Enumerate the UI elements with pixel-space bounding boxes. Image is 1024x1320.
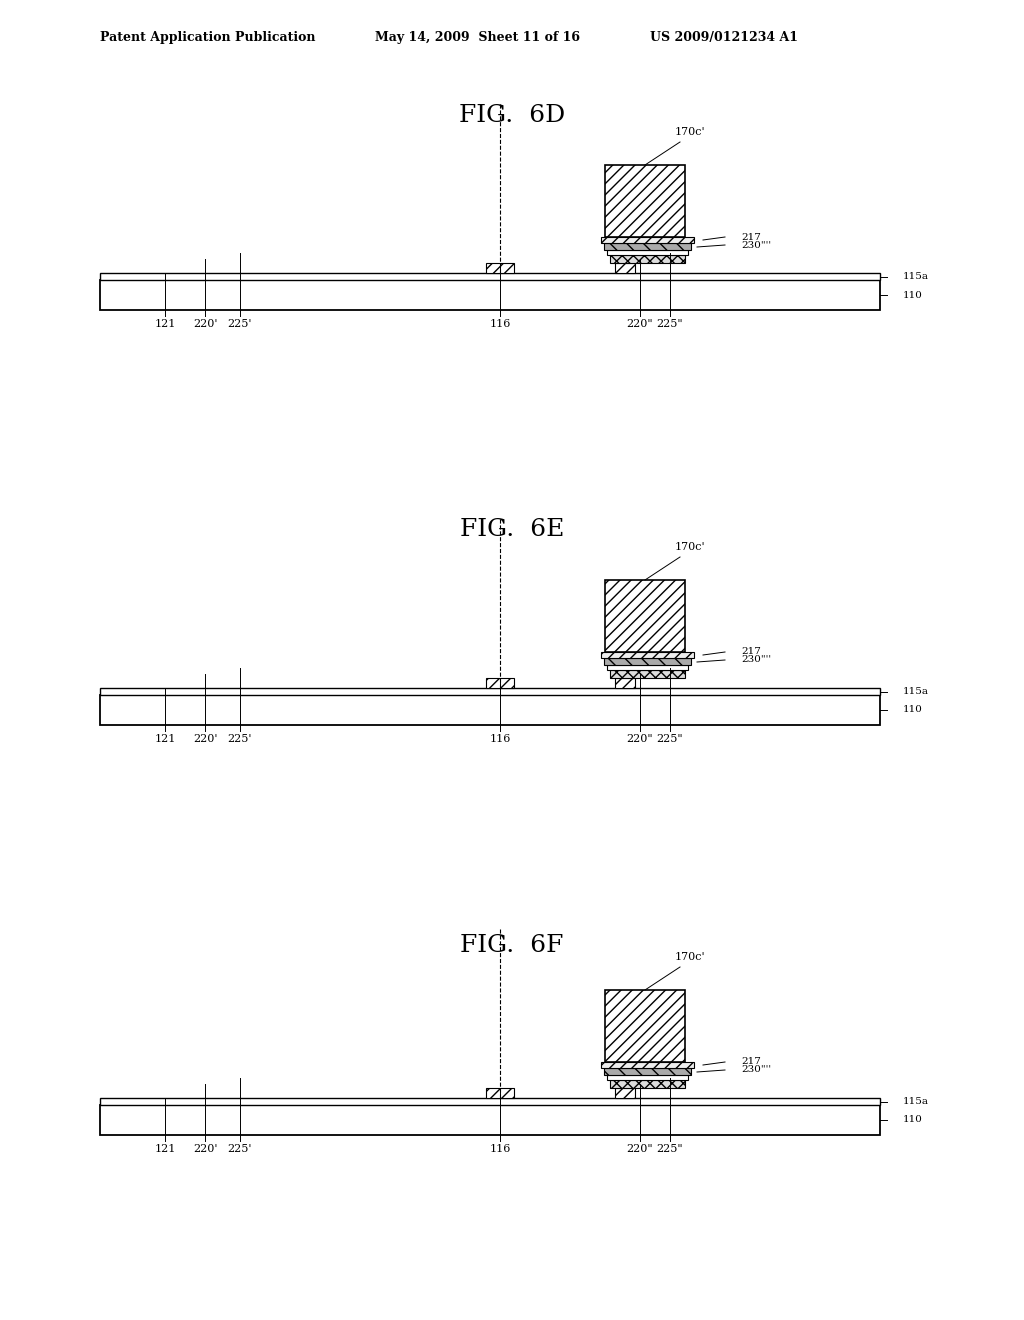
Bar	[604, 657, 691, 665]
Bar	[605, 579, 685, 652]
Text: 116: 116	[489, 319, 511, 329]
Text: 230"'': 230"''	[741, 1065, 771, 1074]
Text: 220': 220'	[193, 319, 217, 329]
Bar	[610, 1080, 685, 1088]
Bar	[486, 1088, 514, 1098]
Text: 230"'': 230"''	[741, 240, 771, 249]
Text: 116: 116	[489, 1144, 511, 1154]
Bar	[610, 671, 685, 678]
Text: 225": 225"	[656, 734, 683, 744]
Text: 220": 220"	[627, 319, 653, 329]
Bar	[100, 280, 880, 310]
Text: 220': 220'	[193, 734, 217, 744]
Text: 225": 225"	[656, 319, 683, 329]
Text: 170c': 170c'	[675, 543, 706, 552]
Text: FIG.  6D: FIG. 6D	[459, 103, 565, 127]
Bar	[604, 243, 691, 249]
Bar	[610, 255, 685, 263]
Text: 220": 220"	[627, 1144, 653, 1154]
Text: 225': 225'	[227, 734, 252, 744]
Bar	[100, 273, 880, 280]
Text: 225": 225"	[656, 1144, 683, 1154]
Bar	[486, 263, 514, 273]
Bar	[615, 1088, 635, 1098]
Text: 110: 110	[903, 705, 923, 714]
Bar	[615, 678, 635, 688]
Bar	[486, 678, 514, 688]
Text: 116: 116	[489, 734, 511, 744]
Text: 115a: 115a	[903, 686, 929, 696]
Text: 220': 220'	[193, 1144, 217, 1154]
Text: 170c': 170c'	[675, 127, 706, 137]
Bar	[615, 263, 635, 273]
Text: 230"'': 230"''	[741, 656, 771, 664]
Bar	[607, 665, 688, 671]
Text: 170c': 170c'	[675, 952, 706, 962]
Bar	[605, 990, 685, 1063]
Text: 217: 217	[741, 232, 761, 242]
Bar	[100, 688, 880, 696]
Text: Patent Application Publication: Patent Application Publication	[100, 30, 315, 44]
Bar	[601, 238, 694, 243]
Bar	[601, 1063, 694, 1068]
Text: 220": 220"	[627, 734, 653, 744]
Bar	[607, 1074, 688, 1080]
Bar	[604, 1068, 691, 1074]
Text: FIG.  6F: FIG. 6F	[461, 933, 563, 957]
Text: 121: 121	[155, 734, 176, 744]
Bar	[100, 696, 880, 725]
Text: 115a: 115a	[903, 272, 929, 281]
Text: 217: 217	[741, 648, 761, 656]
Text: 110: 110	[903, 1115, 923, 1125]
Bar	[601, 652, 694, 657]
Bar	[100, 1098, 880, 1105]
Text: 115a: 115a	[903, 1097, 929, 1106]
Bar	[100, 1105, 880, 1135]
Text: 110: 110	[903, 290, 923, 300]
Text: 121: 121	[155, 1144, 176, 1154]
Text: 225': 225'	[227, 1144, 252, 1154]
Text: 225': 225'	[227, 319, 252, 329]
Text: 121: 121	[155, 319, 176, 329]
Text: May 14, 2009  Sheet 11 of 16: May 14, 2009 Sheet 11 of 16	[375, 30, 580, 44]
Text: US 2009/0121234 A1: US 2009/0121234 A1	[650, 30, 798, 44]
Text: FIG.  6E: FIG. 6E	[460, 519, 564, 541]
Bar	[607, 249, 688, 255]
Bar	[605, 165, 685, 238]
Text: 217: 217	[741, 1057, 761, 1067]
